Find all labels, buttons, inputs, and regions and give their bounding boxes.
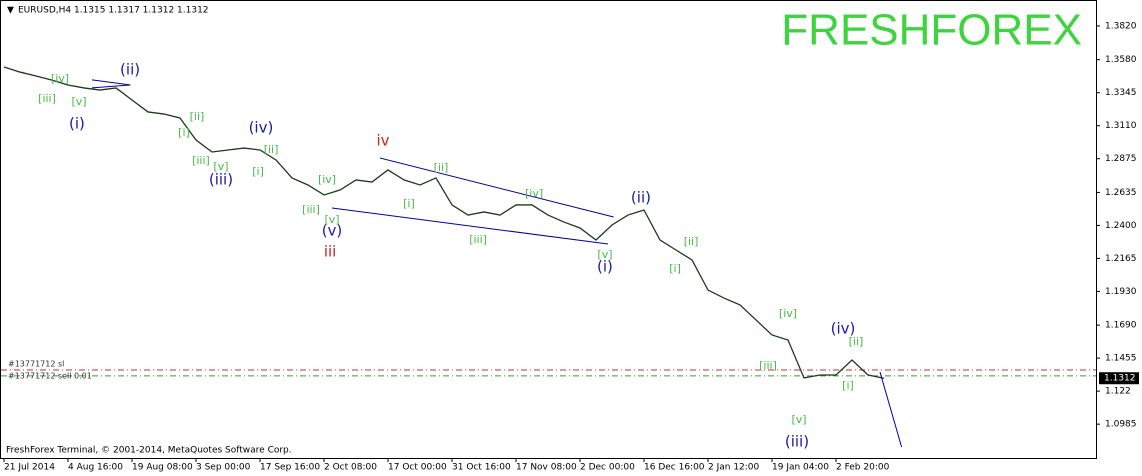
wave-label: [v] bbox=[791, 413, 806, 426]
wave-label: [ii] bbox=[684, 235, 699, 248]
x-tick-label: 19 Jan 04:00 bbox=[772, 463, 829, 473]
wave-label: (i) bbox=[597, 257, 613, 275]
wave-label: [iv] bbox=[525, 187, 543, 200]
y-tick-label: 1.0985 bbox=[1105, 420, 1137, 430]
wave-label: [v] bbox=[597, 248, 612, 261]
x-tick-label: 31 Oct 16:00 bbox=[452, 463, 511, 473]
y-tick-label: 1.2875 bbox=[1105, 154, 1137, 164]
wave-label: (iv) bbox=[831, 319, 856, 337]
y-tick-label: 1.3580 bbox=[1105, 55, 1137, 65]
watermark: FRESHFOREX bbox=[781, 6, 1082, 55]
trendline bbox=[91, 84, 131, 89]
y-tick-label: 1.2635 bbox=[1105, 188, 1137, 198]
wave-label: [ii] bbox=[190, 110, 205, 123]
wave-label: (ii) bbox=[120, 60, 140, 78]
y-tick-label: 1.1930 bbox=[1105, 287, 1137, 297]
footer: FreshForex Terminal, © 2001-2014, MetaQu… bbox=[6, 446, 292, 456]
trendline bbox=[91, 79, 131, 86]
x-tick-label: 2 Dec 00:00 bbox=[580, 463, 635, 473]
y-tick-label: 1.1690 bbox=[1105, 321, 1137, 331]
wave-label: (ii) bbox=[631, 189, 651, 207]
wave-label: [iii] bbox=[38, 92, 56, 105]
wave-label: [i] bbox=[403, 197, 415, 210]
current-price-box bbox=[1099, 372, 1139, 385]
wave-label: [ii] bbox=[264, 143, 279, 156]
wave-label: [i] bbox=[669, 262, 681, 275]
x-tick-label: 2 Oct 08:00 bbox=[324, 463, 377, 473]
wave-label: iii bbox=[324, 242, 337, 260]
wave-label: [i] bbox=[178, 126, 190, 139]
trendline bbox=[379, 157, 614, 218]
wave-label: [v] bbox=[213, 160, 228, 173]
y-tick-label: 1.2165 bbox=[1105, 254, 1137, 264]
x-tick-label: 17 Sep 16:00 bbox=[260, 463, 320, 473]
wave-label: (i) bbox=[69, 115, 85, 133]
wave-label: (iii) bbox=[785, 432, 809, 450]
x-tick-label: 3 Sep 00:00 bbox=[196, 463, 251, 473]
x-tick-label: 21 Jul 2014 bbox=[4, 463, 55, 473]
header: EURUSD,H4 1.1315 1.1317 1.1312 1.1312 bbox=[18, 6, 209, 16]
wave-label: (iii) bbox=[209, 170, 233, 188]
wave-label: [iii] bbox=[469, 233, 487, 246]
x-tick-label: 2 Feb 20:00 bbox=[836, 463, 890, 473]
wave-label: [iii] bbox=[759, 359, 777, 372]
wave-label: [iv] bbox=[779, 307, 797, 320]
x-tick-label: 17 Oct 00:00 bbox=[388, 463, 447, 473]
wave-label: [i] bbox=[842, 379, 854, 392]
wave-label: (iv) bbox=[249, 118, 274, 136]
y-tick-label: 1.3345 bbox=[1105, 88, 1137, 98]
plot-frame bbox=[0, 0, 1097, 459]
price-line bbox=[3, 66, 885, 379]
order-label: #13771712 sell 0.01 bbox=[8, 371, 92, 380]
wave-label: [v] bbox=[71, 95, 86, 108]
y-tick-label: 1.3110 bbox=[1105, 121, 1137, 131]
x-tick-label: 19 Aug 08:00 bbox=[132, 463, 193, 473]
x-tick-label: 16 Dec 16:00 bbox=[644, 463, 705, 473]
wave-label: [iii] bbox=[302, 203, 320, 216]
wave-label: [i] bbox=[252, 165, 264, 178]
wave-label: (v) bbox=[322, 222, 343, 240]
y-tick-label: 1.1455 bbox=[1105, 354, 1137, 364]
header-arrow: ▼ bbox=[7, 6, 14, 16]
wave-label: [iv] bbox=[318, 173, 336, 186]
wave-label: iv bbox=[377, 132, 390, 150]
wave-label: [v] bbox=[324, 213, 339, 226]
trendline bbox=[331, 207, 609, 245]
x-tick-label: 2 Jan 12:00 bbox=[708, 463, 760, 473]
trendline bbox=[879, 371, 903, 448]
x-tick-label: 17 Nov 08:00 bbox=[516, 463, 577, 473]
wave-label: [iii] bbox=[192, 154, 210, 167]
y-tick-label: 1.122 bbox=[1105, 387, 1131, 397]
x-tick-label: 4 Aug 16:00 bbox=[68, 463, 123, 473]
wave-label: [iv] bbox=[51, 72, 69, 85]
wave-label: [ii] bbox=[849, 335, 864, 348]
order-label: #13771712 sl bbox=[8, 359, 64, 368]
y-tick-label: 1.2400 bbox=[1105, 221, 1137, 231]
wave-label: [ii] bbox=[434, 161, 449, 174]
y-tick-label: 1.3820 bbox=[1105, 21, 1137, 31]
current-price-label: 1.1312 bbox=[1104, 374, 1136, 384]
